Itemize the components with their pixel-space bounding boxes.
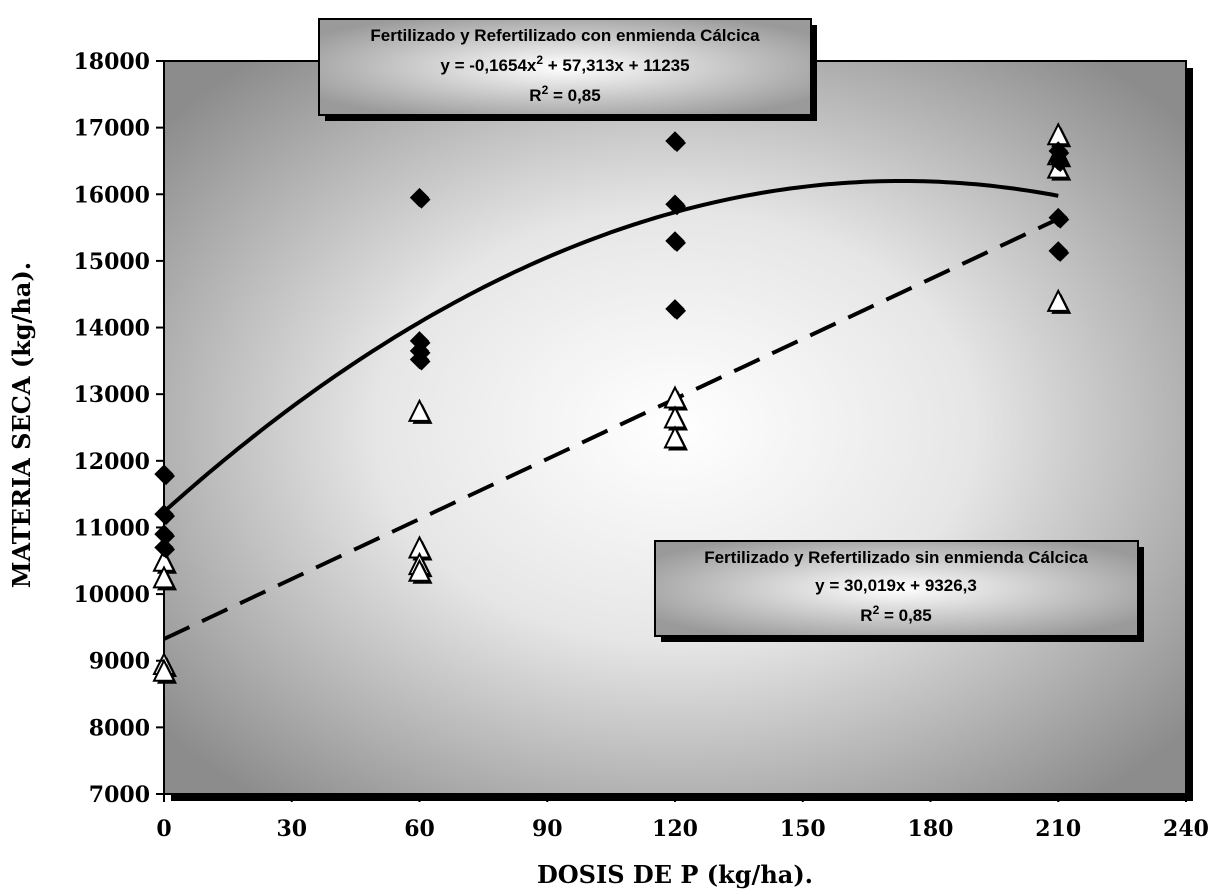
annotation-box-sin-calcica: Fertilizado y Refertilizado sin enmienda… [654,540,1144,642]
triangle-point [407,398,432,422]
y-tick-label: 13000 [73,382,150,408]
y-tick-label: 17000 [73,116,150,142]
y-tick-label: 12000 [73,449,150,475]
diamond-point [665,194,685,214]
diamond-point [154,537,174,558]
x-tick-label: 60 [404,816,435,842]
x-tick-label: 150 [780,816,826,842]
y-tick-label: 11000 [73,515,150,541]
y-tick-label: 8000 [89,715,150,741]
triangle-point [152,658,176,682]
annotation-equation: y = 30,019x + 9326,3 [815,576,977,595]
triangle-point [152,565,176,589]
y-tick-label: 14000 [73,316,150,342]
x-tick-label: 210 [1035,816,1081,842]
annotation-r2: R2 = 0,85 [860,603,931,625]
y-tick-label: 9000 [89,649,150,675]
x-tick-label: 30 [276,816,307,842]
y-axis-title: MATERIA SECA (kg/ha). [7,262,36,588]
diamond-point [665,231,685,251]
annotation-box-calcica: Fertilizado y Refertilizado con enmienda… [318,18,817,121]
annotation-box-frame [318,18,812,116]
diamond-point [665,299,685,319]
diamond-point [409,349,430,370]
diamond-point [1048,241,1068,261]
diamond-point [1048,207,1068,228]
x-tick-label: 120 [652,816,698,842]
x-tick-label: 240 [1163,816,1209,842]
y-tick-label: 7000 [89,782,150,808]
diamond-point [665,131,685,151]
y-tick-label: 10000 [73,582,150,608]
triangle-point [1046,288,1070,312]
trendline-1 [163,217,1060,641]
trendline-0 [162,179,1059,514]
x-tick-label: 180 [908,816,954,842]
y-tick-label: 16000 [73,182,150,208]
annotation-title: Fertilizado y Refertilizado sin enmienda… [704,548,1088,567]
data-points [152,122,1072,684]
triangle-point [407,558,432,582]
annotation-r2: R2 = 0,85 [529,83,600,105]
x-tick-label: 0 [156,816,171,842]
annotation-equation: y = -0,1654x2 + 57,313x + 11235 [440,53,689,75]
axes: 0 30 60 90 120 150 180 210 240 7000 8000 9000 10000 1… [73,49,1209,842]
annotation-box-frame [654,540,1139,637]
y-tick-label: 15000 [73,249,150,275]
triangle-point [663,425,687,449]
y-tick-label: 18000 [73,49,150,75]
diamond-point [154,504,174,524]
trendlines [162,179,1060,641]
x-tick-label: 90 [532,816,563,842]
diamond-point [1048,151,1068,171]
x-axis-title: DOSIS DE P (kg/ha). [537,860,813,889]
diamond-point [409,187,430,208]
diamond-point [154,464,174,484]
annotation-title: Fertilizado y Refertilizado con enmienda… [370,26,760,45]
